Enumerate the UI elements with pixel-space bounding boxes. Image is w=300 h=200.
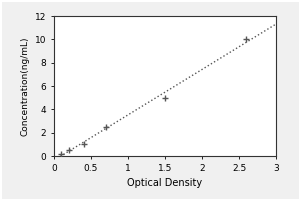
Y-axis label: Concentration(ng/mL): Concentration(ng/mL) [20, 36, 29, 136]
X-axis label: Optical Density: Optical Density [128, 178, 202, 188]
